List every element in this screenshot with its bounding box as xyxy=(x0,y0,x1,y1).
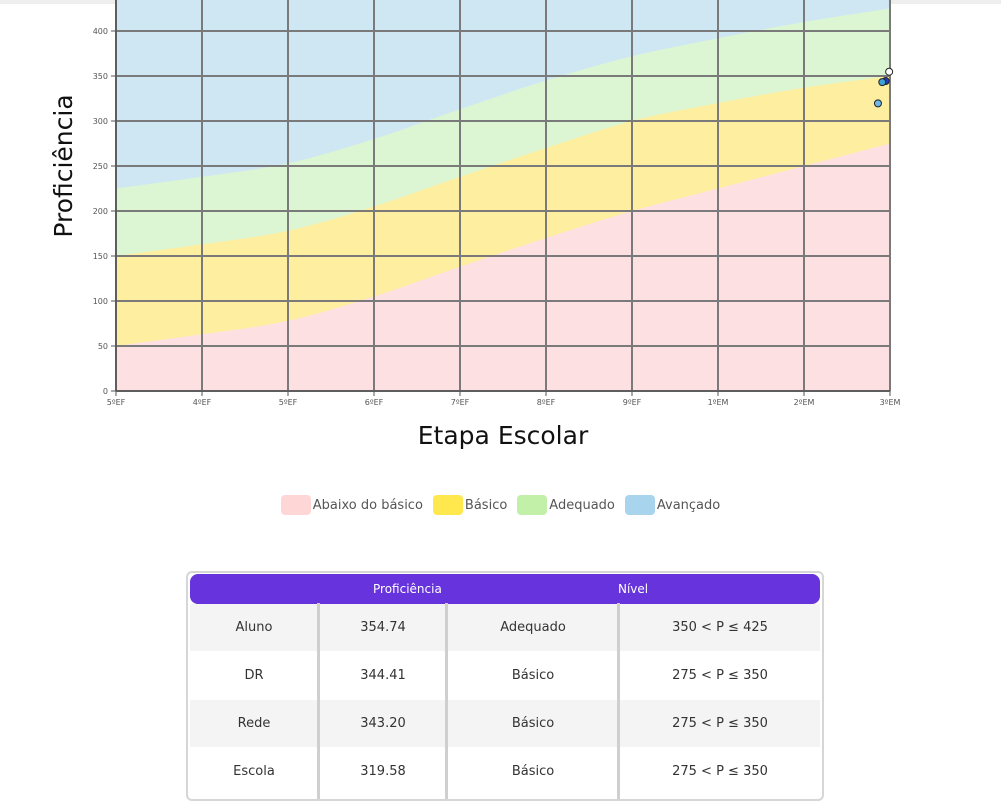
legend-swatch xyxy=(624,495,655,515)
x-axis-title: Etapa Escolar xyxy=(418,421,589,450)
x-tick-label: 5ºEF xyxy=(107,398,126,407)
row-level: Básico xyxy=(511,668,555,683)
results-table: Proficiência Nível Aluno 354.74 Adequado… xyxy=(186,571,824,801)
legend-item-abaixo[interactable]: Abaixo do básico xyxy=(280,495,423,515)
legend-label: Abaixo do básico xyxy=(312,497,423,513)
x-tick-label: 2ºEM xyxy=(794,398,815,407)
legend-swatch xyxy=(280,495,311,515)
y-tick-label: 350 xyxy=(93,72,108,81)
row-value: 343.20 xyxy=(360,716,406,731)
x-tick-label: 5ºEF xyxy=(279,398,298,407)
row-name: Rede xyxy=(237,716,271,731)
x-tick-label: 8ºEF xyxy=(537,398,556,407)
row-range: 275 < P ≤ 350 xyxy=(672,764,768,779)
y-tick-label: 200 xyxy=(93,207,108,216)
legend-item-avancado[interactable]: Avançado xyxy=(624,495,721,515)
table-row: DR 344.41 Básico 275 < P ≤ 350 xyxy=(190,652,820,699)
legend-swatch xyxy=(517,495,548,515)
table-row: Escola 319.58 Básico 275 < P ≤ 350 xyxy=(190,748,820,795)
x-tick-label: 1ºEM xyxy=(708,398,729,407)
band-abaixo xyxy=(116,143,890,391)
proficiency-chart: 0 50 100 150 200 250 300 350 400 5ºEF 4ºEF 5ºEF 6ºEF… xyxy=(49,0,901,450)
x-tick-label: 7ºEF xyxy=(451,398,470,407)
y-axis-title: Proficiência xyxy=(49,94,78,237)
row-level: Básico xyxy=(511,764,555,779)
x-tick-label: 3ºEM xyxy=(880,398,901,407)
y-tick-label: 400 xyxy=(93,27,108,36)
y-tick-label: 50 xyxy=(98,342,108,351)
x-tick-label: 9ºEF xyxy=(623,398,642,407)
point-escola xyxy=(873,99,882,108)
row-range: 275 < P ≤ 350 xyxy=(672,668,768,683)
row-value: 319.58 xyxy=(360,764,406,779)
legend-swatch xyxy=(432,495,463,515)
y-tick-label: 250 xyxy=(93,162,108,171)
row-name: Escola xyxy=(233,764,275,779)
table-row: Rede 343.20 Básico 275 < P ≤ 350 xyxy=(190,700,820,747)
column-divider xyxy=(445,603,448,799)
row-name: Aluno xyxy=(235,620,273,635)
legend-label: Básico xyxy=(464,497,508,513)
legend-label: Adequado xyxy=(549,497,615,513)
legend-item-basico[interactable]: Básico xyxy=(432,495,508,515)
table-header: Proficiência Nível xyxy=(190,574,820,604)
legend-item-adequado[interactable]: Adequado xyxy=(517,495,615,515)
row-name: DR xyxy=(244,668,264,683)
point-rede xyxy=(878,78,887,87)
point-aluno xyxy=(885,67,894,76)
y-tick-label: 300 xyxy=(93,117,108,126)
y-tick-label: 100 xyxy=(93,297,108,306)
row-level: Básico xyxy=(511,716,555,731)
x-tick-label: 4ºEF xyxy=(193,398,212,407)
row-range: 350 < P ≤ 425 xyxy=(672,620,768,635)
y-tick-label: 150 xyxy=(93,252,108,261)
row-value: 344.41 xyxy=(360,668,406,683)
header-nivel: Nível xyxy=(618,582,649,596)
x-tick-label: 6ºEF xyxy=(365,398,384,407)
table-row: Aluno 354.74 Adequado 350 < P ≤ 425 xyxy=(190,604,820,651)
chart-legend: Abaixo do básico Básico Adequado Avançad… xyxy=(0,495,1001,515)
column-divider xyxy=(617,603,620,799)
row-level: Adequado xyxy=(500,620,566,635)
row-range: 275 < P ≤ 350 xyxy=(672,716,768,731)
y-tick-label: 0 xyxy=(103,387,108,396)
row-value: 354.74 xyxy=(360,620,406,635)
column-divider xyxy=(317,603,320,799)
header-proficiencia: Proficiência xyxy=(373,582,442,596)
legend-label: Avançado xyxy=(656,497,721,513)
